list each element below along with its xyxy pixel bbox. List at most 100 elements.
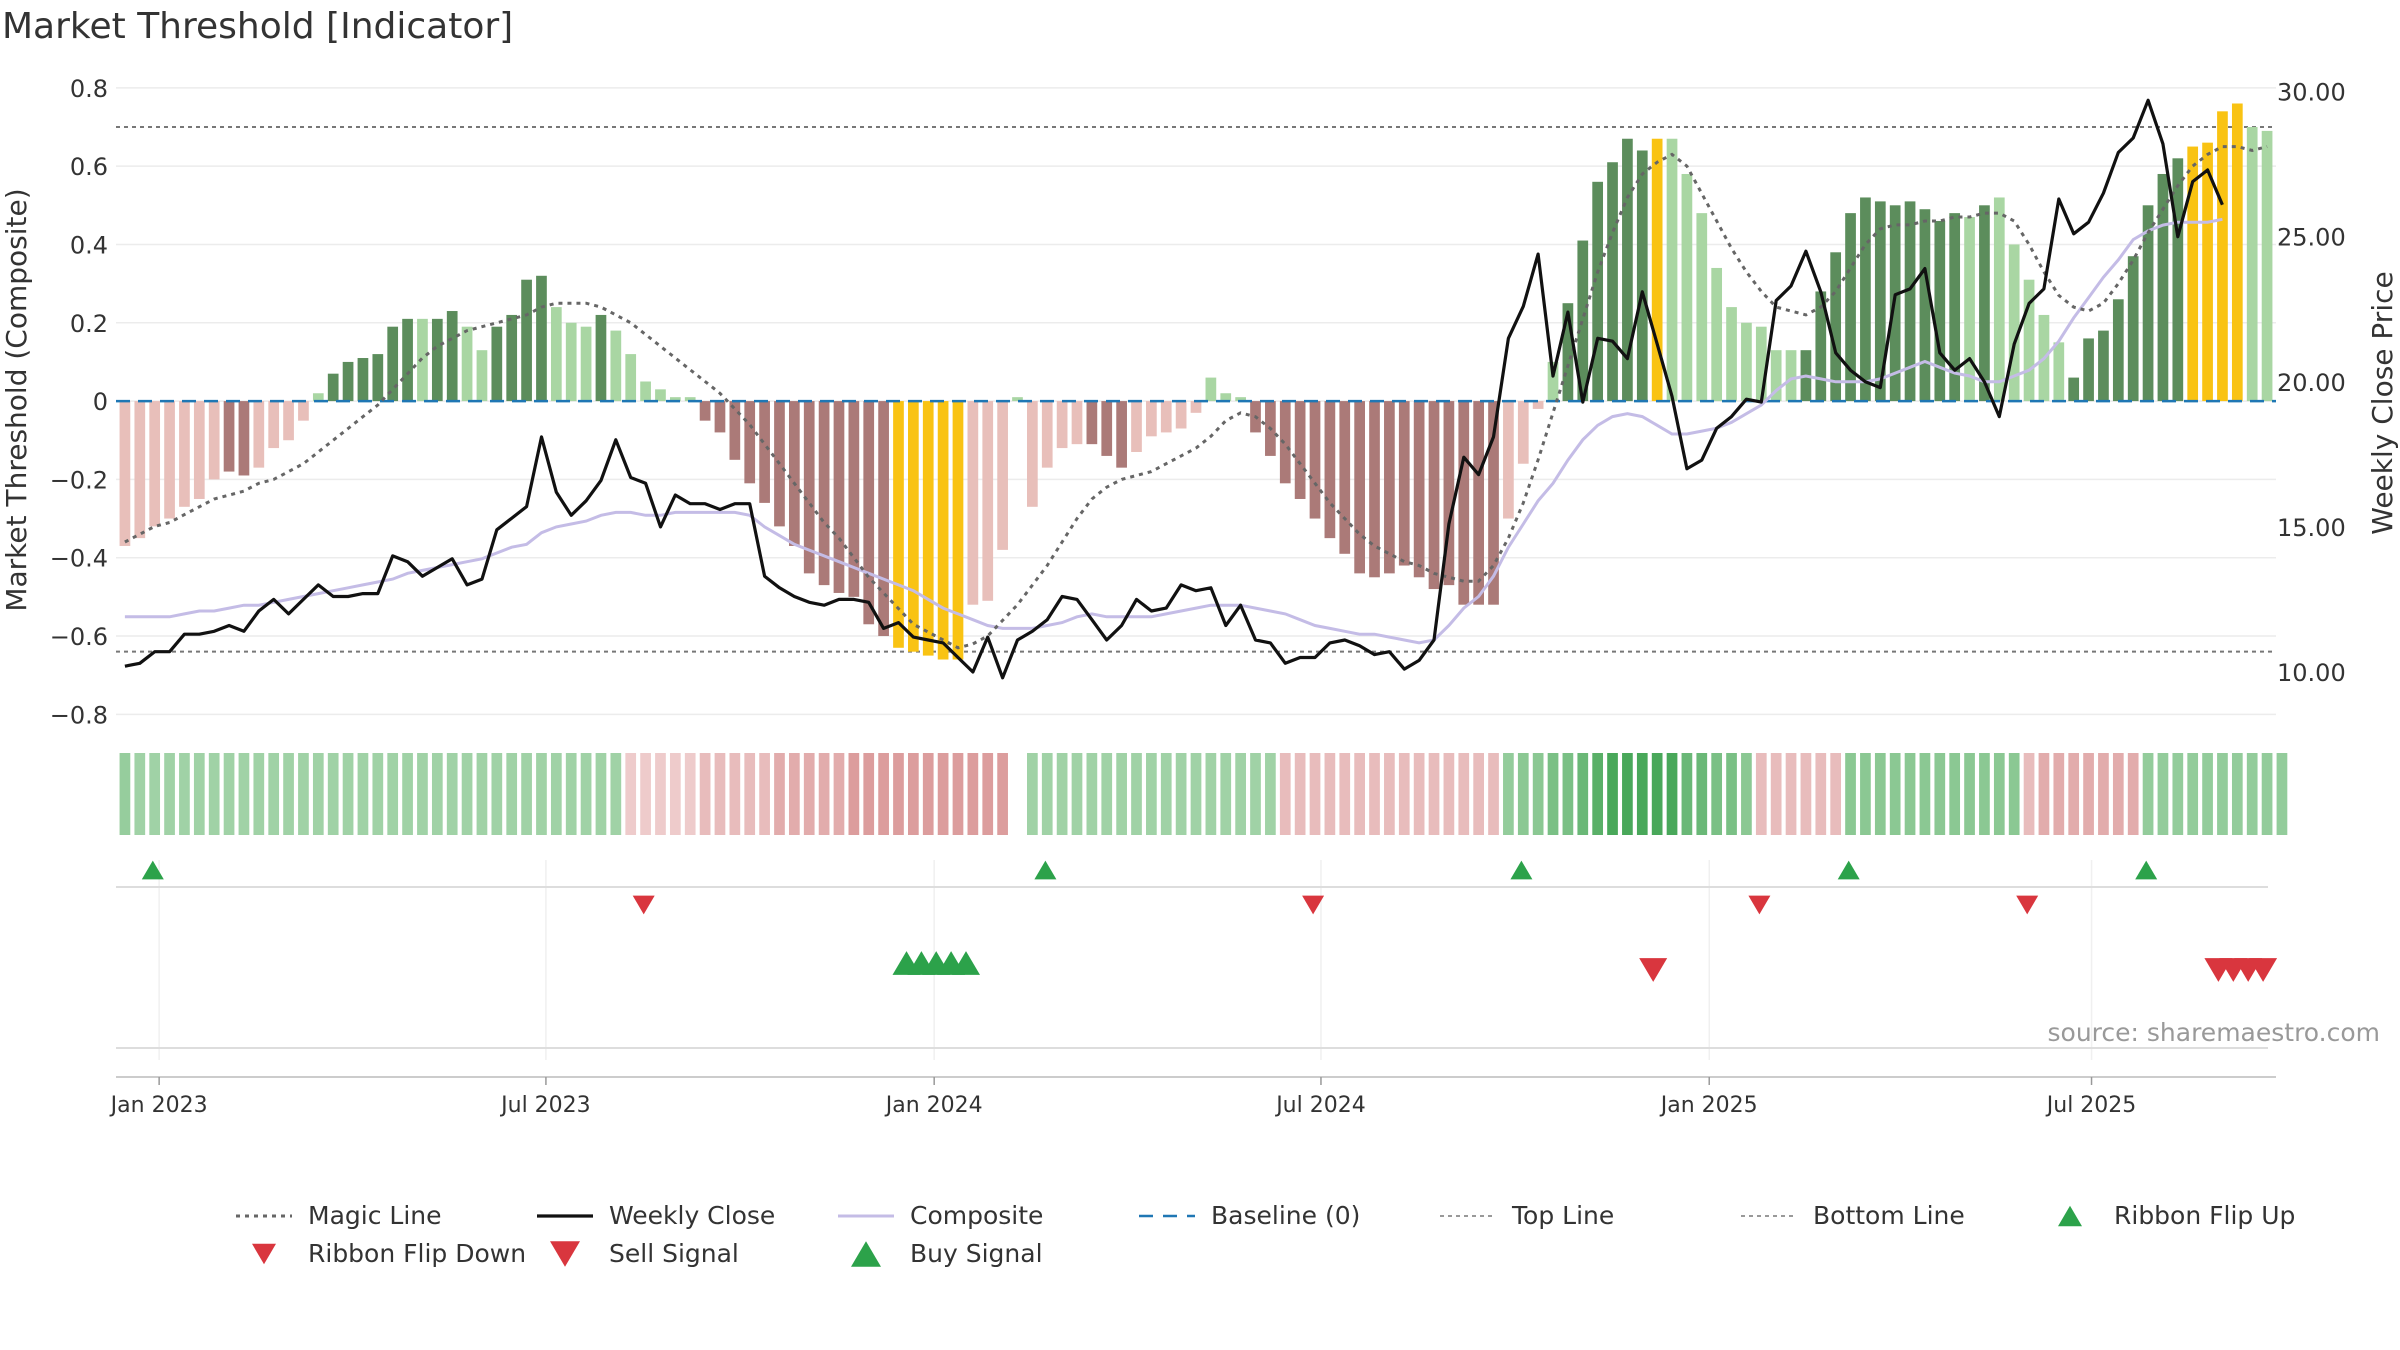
ribbon-cell-64	[1071, 753, 1083, 835]
ribbon-cell-15	[342, 753, 354, 835]
composite-bar-14	[327, 373, 339, 402]
ribbon-cell-95	[1532, 753, 1544, 835]
x-tick-label-3: Jul 2024	[1274, 1093, 1366, 1118]
magic-line	[124, 145, 2268, 650]
ribbon-cell-102	[1636, 753, 1648, 835]
composite-bar-70	[1160, 401, 1172, 433]
composite-bar-137	[2157, 173, 2169, 402]
composite-bar-86	[1398, 401, 1410, 566]
composite-bar-131	[2068, 377, 2080, 402]
composite-bars	[119, 103, 2273, 660]
composite-bar-21	[431, 318, 443, 402]
composite-bar-87	[1413, 401, 1425, 578]
composite-bar-28	[536, 275, 547, 402]
sell-signal-0	[1639, 958, 1668, 982]
ribbon-cell-119	[1889, 753, 1901, 835]
ribbon-cell-14	[327, 753, 339, 835]
ribbon-cell-99	[1592, 753, 1604, 835]
composite-bar-46	[803, 401, 815, 574]
composite-bar-45	[788, 401, 800, 546]
composite-bar-62	[1041, 401, 1053, 468]
legend-item-2: Composite	[838, 1201, 1043, 1230]
ribbon-flip-up-0	[141, 860, 164, 880]
composite-bar-141	[2217, 111, 2228, 402]
ribbon-flip-up-3	[1837, 860, 1860, 880]
ribbon-cell-133	[2098, 753, 2109, 835]
composite-bar-17	[372, 354, 384, 402]
ribbon-cell-50	[863, 753, 875, 835]
ribbon-cell-98	[1577, 753, 1589, 835]
ribbon-cell-18	[387, 753, 399, 835]
ribbon-cell-117	[1860, 753, 1871, 835]
composite-bar-51	[878, 401, 889, 637]
composite-bar-133	[2098, 330, 2109, 402]
ribbon-cell-104	[1666, 753, 1678, 835]
reference-lines	[116, 125, 2276, 653]
composite-bar-43	[759, 401, 770, 503]
composite-bar-116	[1845, 213, 1856, 402]
composite-bar-103	[1651, 138, 1663, 402]
composite-bar-82	[1339, 401, 1351, 554]
legend-swatch-6	[2058, 1205, 2082, 1227]
ribbon-cell-59	[997, 753, 1008, 835]
composite-bar-112	[1785, 350, 1797, 402]
ribbon-cell-37	[669, 753, 681, 835]
composite-bar-124	[1964, 217, 1975, 402]
ribbon-cell-48	[833, 753, 845, 835]
ribbon-cell-47	[818, 753, 830, 835]
composite-bar-94	[1517, 401, 1529, 464]
composite-bar-134	[2112, 299, 2124, 402]
ribbon-cell-74	[1220, 753, 1232, 835]
ribbon-cell-144	[2261, 753, 2273, 835]
composite-bar-53	[908, 401, 919, 652]
ribbon-cell-115	[1830, 753, 1842, 835]
composite-bar-83	[1354, 401, 1365, 574]
composite-bar-42	[744, 401, 756, 484]
composite-bar-1	[134, 401, 146, 539]
ribbon-cell-129	[2038, 753, 2050, 835]
composite-bar-138	[2172, 158, 2184, 402]
ribbon-cell-49	[848, 753, 860, 835]
composite-bar-9	[253, 401, 265, 468]
composite-bar-88	[1428, 401, 1440, 590]
ribbon-cell-106	[1696, 753, 1708, 835]
ribbon-cell-67	[1116, 753, 1127, 835]
legend-label-3: Baseline (0)	[1211, 1201, 1360, 1230]
ribbon-cell-57	[967, 753, 979, 835]
composite-bar-10	[268, 401, 280, 449]
ribbon-cell-82	[1339, 753, 1351, 835]
composite-bar-140	[2202, 142, 2213, 402]
composite-bar-38	[684, 397, 696, 402]
ribbon-cell-118	[1874, 753, 1886, 835]
composite-bar-55	[937, 401, 949, 660]
ribbon-cell-5	[193, 753, 205, 835]
ribbon-cell-134	[2112, 753, 2124, 835]
ribbon-cell-130	[2053, 753, 2065, 835]
composite-line	[124, 217, 2223, 645]
y-right-tick-label-1: 25.00	[2277, 224, 2346, 252]
ribbon-cell-79	[1294, 753, 1306, 835]
legend-label-0: Magic Line	[308, 1201, 442, 1230]
y-tick-label-8: −0.8	[50, 701, 108, 729]
ribbon-cell-86	[1398, 753, 1410, 835]
ribbon-cell-84	[1369, 753, 1380, 835]
ribbon-cell-38	[684, 753, 696, 835]
ribbon-cell-122	[1934, 753, 1946, 835]
composite-bar-3	[164, 401, 175, 519]
legend-item-8: Sell Signal	[550, 1239, 739, 1268]
composite-bar-107	[1711, 267, 1723, 402]
axes: 0.8 0.6 0.4 0.2 0 −0.2 −0.4 −0.6 −0.8 30.00 25.00 2…	[50, 75, 2346, 730]
composite-bar-75	[1235, 397, 1246, 402]
ribbon-cell-116	[1845, 753, 1856, 835]
composite-bar-40	[714, 401, 726, 433]
ribbon-cell-39	[699, 753, 711, 835]
legend-swatch-7	[252, 1243, 276, 1265]
ribbon-cell-139	[2187, 753, 2199, 835]
composite-bar-98	[1577, 240, 1589, 402]
composite-bar-36	[655, 389, 666, 402]
ribbon-cell-22	[446, 753, 458, 835]
ribbon-cell-42	[744, 753, 756, 835]
ribbon-cell-141	[2217, 753, 2228, 835]
composite-bar-90	[1458, 401, 1470, 605]
ribbon-cell-81	[1324, 753, 1336, 835]
